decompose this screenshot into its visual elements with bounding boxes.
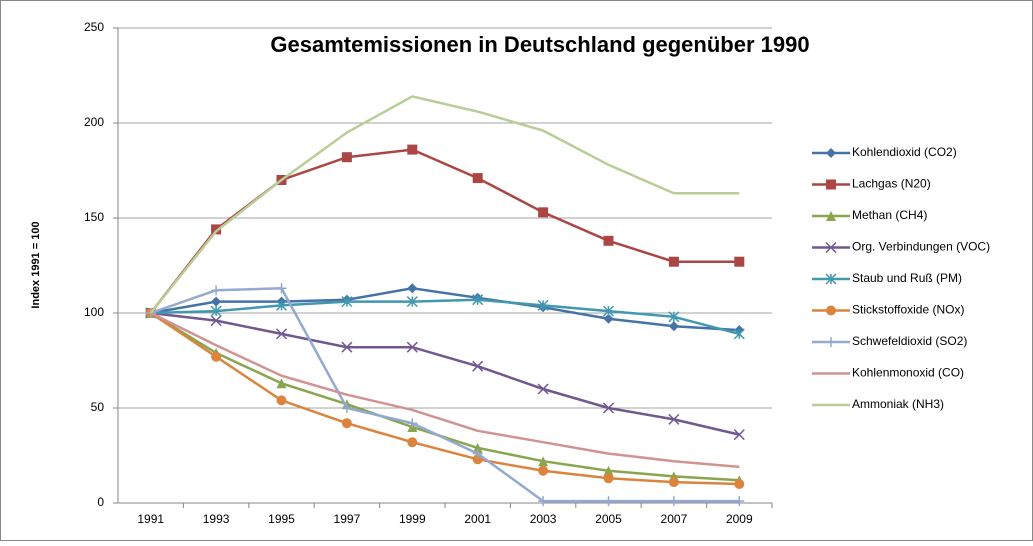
y-tick-label: 100 — [84, 305, 104, 319]
marker — [407, 418, 418, 429]
legend-label: Methan (CH4) — [852, 208, 927, 222]
marker — [538, 207, 549, 218]
x-tick-label: 1993 — [203, 512, 230, 526]
marker — [734, 479, 745, 489]
x-tick-label: 2003 — [530, 512, 557, 526]
legend-label: Kohlendioxid (CO2) — [852, 145, 957, 159]
marker — [602, 305, 615, 317]
y-axis-label: Index 1991 = 100 — [30, 221, 42, 308]
marker — [826, 148, 836, 158]
marker — [668, 496, 679, 507]
marker — [538, 496, 549, 507]
marker — [733, 328, 745, 340]
marker — [668, 321, 679, 332]
x-tick-label: 1999 — [399, 512, 426, 526]
series-line — [150, 311, 740, 469]
legend-label: Ammoniak (NH3) — [852, 397, 944, 411]
x-tick-label: 2009 — [726, 512, 753, 526]
marker — [826, 337, 836, 347]
series-line — [150, 311, 740, 486]
marker — [472, 173, 483, 184]
marker — [341, 403, 352, 413]
marker — [668, 477, 679, 488]
marker — [276, 283, 287, 294]
marker — [538, 465, 549, 476]
marker — [406, 341, 418, 353]
marker — [472, 442, 483, 453]
marker — [603, 235, 614, 246]
marker — [275, 299, 288, 311]
series-line — [150, 287, 740, 503]
marker — [538, 456, 549, 467]
marker — [341, 418, 352, 429]
y-tick-label: 200 — [84, 115, 104, 129]
marker — [826, 211, 836, 221]
marker — [825, 241, 837, 254]
legend-label: Lachgas (N20) — [852, 177, 931, 191]
marker — [341, 341, 353, 353]
marker — [472, 448, 483, 459]
series-line — [150, 311, 740, 436]
y-tick-label: 250 — [84, 20, 104, 34]
marker — [603, 313, 614, 324]
marker — [603, 465, 614, 476]
marker — [276, 395, 287, 406]
marker — [472, 294, 484, 306]
series-line — [150, 298, 740, 336]
marker — [826, 179, 836, 190]
marker — [825, 273, 837, 285]
marker — [734, 256, 745, 267]
series-line — [150, 287, 740, 332]
x-tick-label: 2005 — [595, 512, 622, 526]
legend-label: Kohlenmonoxid (CO) — [852, 366, 964, 380]
legend-label: Org. Verbindungen (VOC) — [852, 240, 990, 254]
y-tick-label: 150 — [84, 210, 104, 224]
marker — [211, 224, 222, 235]
marker — [211, 351, 222, 362]
y-tick-label: 0 — [97, 495, 104, 509]
marker — [275, 328, 288, 340]
marker — [734, 496, 745, 507]
marker — [407, 437, 418, 448]
marker — [341, 152, 352, 163]
chart-title: Gesamtemissionen in Deutschland gegenübe… — [270, 32, 809, 57]
series-line — [149, 95, 740, 314]
marker — [733, 429, 745, 441]
x-tick-label: 1995 — [268, 512, 295, 526]
marker — [668, 256, 679, 267]
legend-label: Schwefeldioxid (SO2) — [852, 334, 967, 348]
marker — [407, 144, 418, 155]
marker — [603, 473, 614, 484]
y-tick-label: 50 — [91, 400, 105, 414]
marker — [472, 360, 484, 372]
marker — [210, 305, 222, 317]
marker — [276, 378, 287, 389]
x-tick-label: 2001 — [464, 512, 491, 526]
marker — [603, 496, 614, 507]
marker — [668, 311, 680, 323]
x-tick-label: 1991 — [137, 512, 164, 526]
marker — [211, 296, 222, 307]
marker — [341, 296, 353, 308]
marker — [826, 305, 836, 316]
marker — [602, 402, 615, 414]
marker — [211, 285, 222, 296]
marker — [210, 315, 222, 327]
x-tick-label: 2007 — [661, 512, 688, 526]
marker — [537, 383, 549, 395]
marker — [407, 283, 418, 294]
marker — [668, 413, 680, 425]
legend-label: Stickstoffoxide (NOx) — [852, 303, 964, 317]
x-tick-label: 1997 — [334, 512, 361, 526]
legend-label: Staub und Ruß (PM) — [852, 271, 962, 285]
marker — [537, 299, 549, 311]
marker — [406, 296, 418, 308]
